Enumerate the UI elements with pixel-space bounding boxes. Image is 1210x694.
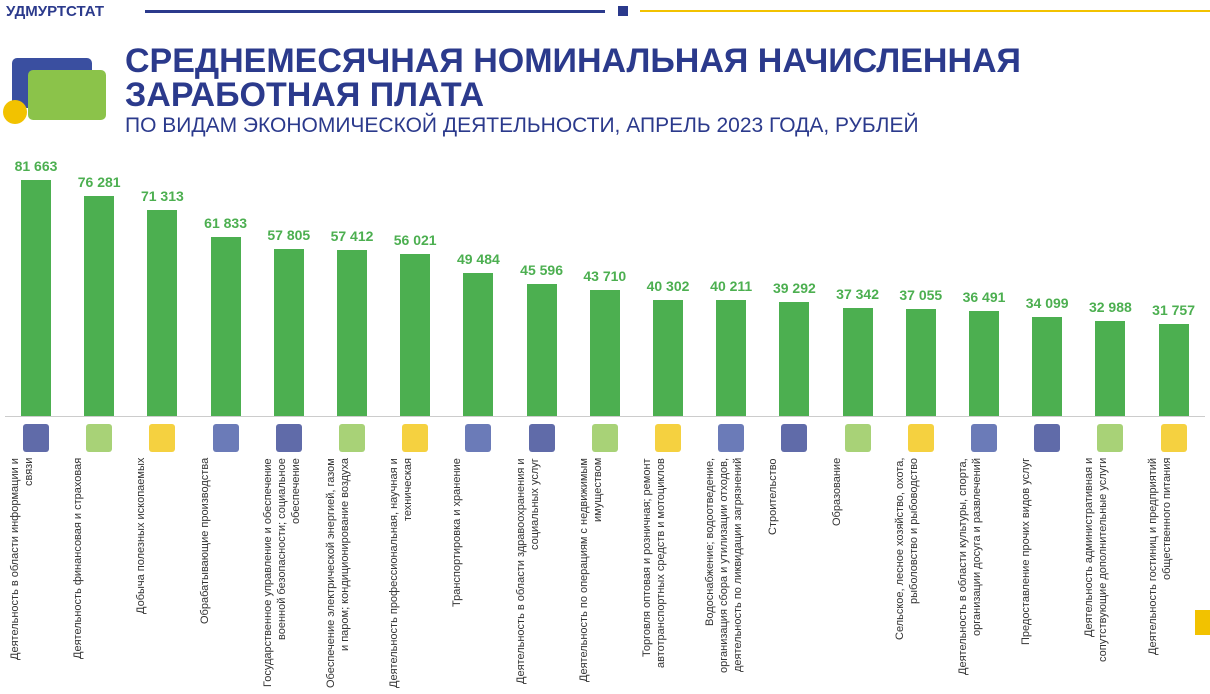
bar xyxy=(969,310,999,416)
category-icon xyxy=(339,424,365,452)
category-icon xyxy=(907,424,934,452)
category-icon xyxy=(655,424,681,452)
header-square xyxy=(618,6,628,16)
category-label: Торговля оптовая и розничная; ремонт авт… xyxy=(641,458,667,668)
bar xyxy=(779,302,810,416)
category-label: Деятельность гостиниц и предприятий обще… xyxy=(1146,458,1173,656)
category-label: Добыча полезных ископаемых xyxy=(135,458,148,615)
category-icon xyxy=(1097,424,1124,452)
bar xyxy=(1095,320,1126,416)
category-icon xyxy=(528,424,555,452)
category-icon xyxy=(212,424,239,452)
category-label: Предоставление прочих видов услуг xyxy=(1020,458,1033,646)
header-line xyxy=(145,10,605,13)
header-line-yellow xyxy=(640,10,1210,12)
category-label: Государственное управление и обеспечение… xyxy=(261,458,302,687)
category-icon xyxy=(86,424,113,452)
card-icon xyxy=(28,70,106,120)
bar xyxy=(1032,317,1063,416)
category-label: Образование xyxy=(830,458,843,527)
category-icon xyxy=(971,424,997,452)
category-icon xyxy=(402,424,429,452)
value-label: 39 292 xyxy=(772,280,816,297)
value-label: 34 099 xyxy=(1025,295,1069,312)
value-label: 37 342 xyxy=(836,286,879,303)
value-label: 76 281 xyxy=(77,173,121,190)
category-icon xyxy=(23,424,49,452)
value-label: 43 710 xyxy=(583,267,627,284)
brand: УДМУРТСТАТ xyxy=(6,3,104,20)
category-label: Деятельность по операциям с недвижимым и… xyxy=(577,458,604,682)
bar xyxy=(84,195,115,416)
value-label: 37 055 xyxy=(899,286,943,303)
value-label: 45 596 xyxy=(520,262,563,279)
category-label: Деятельность административная и сопутств… xyxy=(1083,458,1110,663)
chart-title: СРЕДНЕМЕСЯЧНАЯ НОМИНАЛЬНАЯ НАЧИСЛЕННАЯ З… xyxy=(125,42,1021,114)
category-label: Обеспечение электрической энергией, газо… xyxy=(325,458,351,688)
bar xyxy=(842,308,873,416)
value-label: 61 833 xyxy=(204,215,247,232)
category-label: Деятельность в области культуры, спорта,… xyxy=(957,458,983,675)
value-label: 71 313 xyxy=(140,187,184,204)
value-label: 57 412 xyxy=(330,228,374,245)
category-icon xyxy=(465,424,492,452)
chart-subtitle: ПО ВИДАМ ЭКОНОМИЧЕСКОЙ ДЕЯТЕЛЬНОСТИ, АПР… xyxy=(125,114,919,137)
bar xyxy=(337,250,367,416)
bar xyxy=(653,299,683,416)
bar xyxy=(400,254,431,416)
category-icon xyxy=(1160,424,1187,452)
bar xyxy=(147,209,178,416)
value-label: 31 757 xyxy=(1152,302,1195,319)
category-icon xyxy=(844,424,871,452)
bar xyxy=(273,248,304,416)
category-label: Строительство xyxy=(767,458,780,535)
category-label: Водоснабжение; водоотведение, организаци… xyxy=(704,458,745,674)
bar xyxy=(589,289,620,416)
baseline xyxy=(5,416,1205,417)
category-label: Деятельность профессиональная, научная и… xyxy=(388,458,415,688)
category-label: Деятельность в области информации и связ… xyxy=(9,458,35,660)
value-label: 40 302 xyxy=(646,277,690,294)
category-icon xyxy=(275,424,302,452)
category-label: Обрабатывающие производства xyxy=(198,458,211,625)
value-label: 56 021 xyxy=(393,232,437,249)
category-label: Сельское, лесное хозяйство, охота, рыбол… xyxy=(893,458,920,641)
corner-tab xyxy=(1195,610,1210,635)
bar xyxy=(526,284,557,416)
bar xyxy=(463,272,494,416)
value-label: 32 988 xyxy=(1088,298,1132,315)
category-icon xyxy=(591,424,618,452)
bar xyxy=(210,237,241,416)
category-icon xyxy=(1034,424,1061,452)
bar xyxy=(21,180,51,416)
category-icon xyxy=(149,424,176,452)
coin-icon xyxy=(3,100,27,124)
value-label: 40 211 xyxy=(710,277,753,294)
category-label: Транспортировка и хранение xyxy=(451,458,464,607)
category-icon xyxy=(781,424,808,452)
value-label: 57 805 xyxy=(267,226,311,243)
bar xyxy=(716,299,747,416)
category-label: Деятельность в области здравоохранения и… xyxy=(514,458,541,684)
bar xyxy=(1158,324,1189,416)
bar xyxy=(905,308,936,416)
value-label: 36 491 xyxy=(962,288,1006,305)
category-label: Деятельность финансовая и страховая xyxy=(72,458,85,660)
value-label: 49 484 xyxy=(456,250,500,267)
category-icon xyxy=(718,424,745,452)
value-label: 81 663 xyxy=(14,158,58,174)
